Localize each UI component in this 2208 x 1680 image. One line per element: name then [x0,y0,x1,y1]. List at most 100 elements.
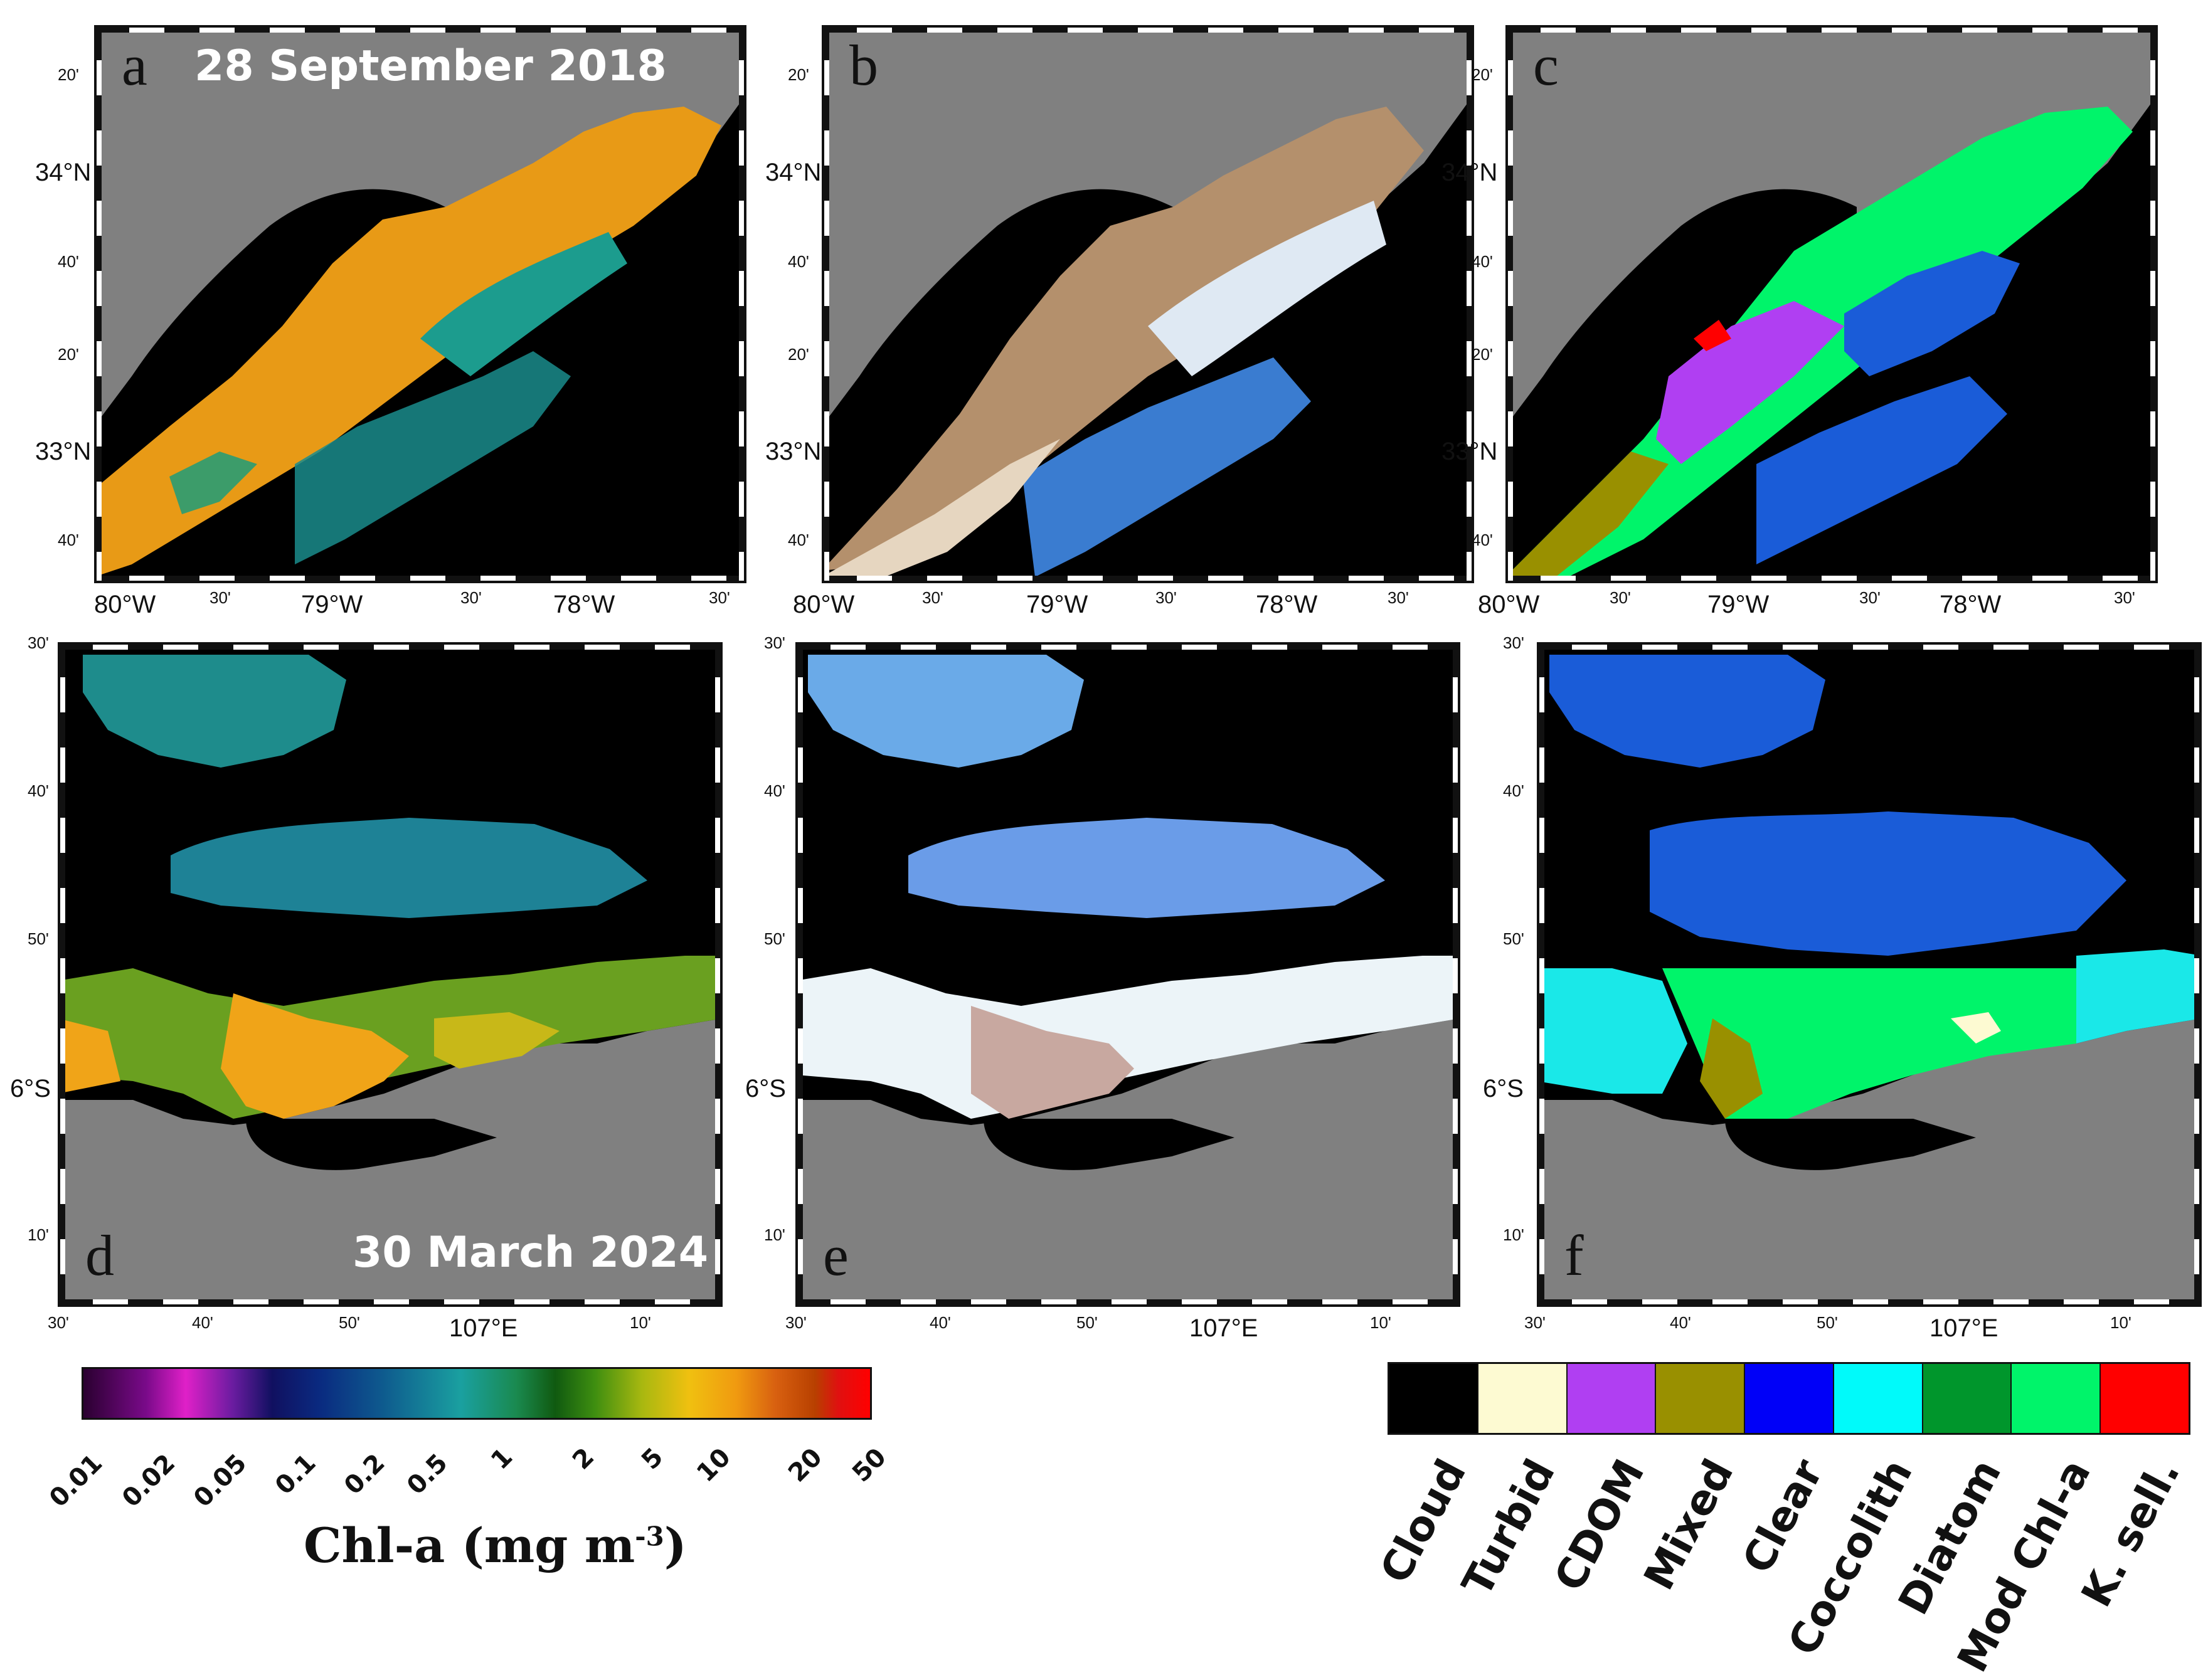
lon-label-top-c-0: 80°W [1478,591,1540,618]
lon-label-bottom-e-2: 50' [1076,1313,1098,1332]
class-swatch-turbid [1478,1364,1568,1433]
lat-label-top-b-0: 20' [788,65,809,84]
colorbar-tick-11: 50 [847,1442,892,1488]
lon-label-bottom-d-3: 107°E [449,1314,518,1342]
map-panel-a: a 28 September 2018 [94,25,746,583]
lon-label-top-b-2: 79°W [1026,591,1088,618]
lon-label-top-c-1: 30' [1610,588,1631,607]
date-label-top: 28 September 2018 [194,41,667,91]
lat-label-bottom-f-3: 6°S [1483,1075,1524,1102]
lon-label-top-c-2: 79°W [1707,591,1770,618]
chl-colorbar [82,1367,872,1420]
colorbar-title: Chl-a (mg m-3) [304,1518,687,1573]
colorbar-tick-1: 0.02 [117,1449,181,1513]
lat-label-top-a-1: 34°N [35,159,92,186]
lon-label-top-c-4: 78°W [1940,591,2002,618]
lon-label-bottom-f-4: 10' [2110,1313,2131,1332]
colorbar-tick-0: 0.01 [44,1449,109,1513]
lat-label-bottom-d-0: 30' [28,633,49,652]
lon-label-bottom-f-1: 40' [1670,1313,1691,1332]
lat-label-top-c-0: 20' [1472,65,1493,84]
class-swatch-cdom [1567,1364,1657,1433]
panel-letter-d: d [85,1223,114,1287]
lat-label-bottom-e-0: 30' [764,633,785,652]
lat-label-top-b-3: 20' [788,345,809,364]
lon-label-top-b-3: 30' [1155,588,1177,607]
lon-label-bottom-d-0: 30' [48,1313,69,1332]
lat-label-top-a-3: 20' [58,345,79,364]
lat-label-bottom-d-3: 6°S [10,1075,51,1102]
lon-label-top-a-4: 78°W [553,591,615,618]
lon-label-top-b-5: 30' [1388,588,1409,607]
lon-label-bottom-f-3: 107°E [1929,1314,1998,1342]
lat-label-top-c-1: 34°N [1441,159,1498,186]
lon-label-top-c-3: 30' [1859,588,1881,607]
lon-label-bottom-e-3: 107°E [1189,1314,1258,1342]
colorbar-tick-8: 5 [636,1442,669,1476]
lat-label-top-b-5: 40' [788,531,809,549]
class-map-c [1505,25,2158,583]
lon-label-top-a-0: 80°W [94,591,156,618]
rgb-map-b [822,25,1474,583]
class-label-cloud: Cloud [1371,1451,1476,1591]
lat-label-top-c-4: 33°N [1441,438,1498,465]
lon-label-bottom-d-4: 10' [630,1313,651,1332]
lon-label-top-a-1: 30' [210,588,231,607]
lat-label-bottom-e-4: 10' [764,1225,785,1244]
map-panel-e: e [795,642,1460,1307]
colorbar-tick-2: 0.05 [188,1449,253,1513]
map-panel-d: d 30 March 2024 [58,642,723,1307]
class-swatch-mixed [1656,1364,1746,1433]
class-label-clear: Clear [1733,1451,1833,1582]
lon-label-top-c-5: 30' [2114,588,2135,607]
class-swatch-mod-chl-a [2012,1364,2101,1433]
lat-label-top-b-2: 40' [788,252,809,271]
class-legend [1388,1362,2190,1435]
map-panel-b: b [822,25,1474,583]
panel-letter-f: f [1564,1223,1584,1287]
panel-letter-a: a [122,33,147,97]
lon-label-top-a-2: 79°W [301,591,363,618]
date-label-bottom: 30 March 2024 [353,1228,709,1277]
class-swatch-cloud [1389,1364,1478,1433]
lat-label-top-c-5: 40' [1472,531,1493,549]
chl-map-d [58,642,723,1307]
panel-letter-e: e [823,1223,849,1287]
lon-label-bottom-f-0: 30' [1524,1313,1546,1332]
lat-label-bottom-d-4: 10' [28,1225,49,1244]
class-swatch-coccolith [1834,1364,1923,1433]
map-panel-f: f [1537,642,2202,1307]
lat-label-top-c-3: 20' [1472,345,1493,364]
lon-label-top-b-0: 80°W [793,591,855,618]
class-swatch-k-sell [2101,1364,2189,1433]
colorbar-title-sup: -3 [635,1521,664,1552]
lat-label-top-b-4: 33°N [765,438,822,465]
lat-label-top-a-5: 40' [58,531,79,549]
lat-label-bottom-f-2: 50' [1503,929,1524,948]
lat-label-bottom-f-0: 30' [1503,633,1524,652]
lat-label-top-b-1: 34°N [765,159,822,186]
colorbar-tick-3: 0.1 [270,1448,322,1501]
lat-label-bottom-e-2: 50' [764,929,785,948]
lat-label-bottom-d-2: 50' [28,929,49,948]
panel-letter-b: b [849,33,878,97]
class-map-f [1537,642,2202,1307]
colorbar-tick-4: 0.2 [339,1448,391,1501]
lon-label-bottom-d-2: 50' [339,1313,360,1332]
rgb-map-e [795,642,1460,1307]
lat-label-top-a-4: 33°N [35,438,92,465]
lon-label-bottom-e-1: 40' [930,1313,951,1332]
lat-label-bottom-f-1: 40' [1503,781,1524,800]
class-swatch-clear [1745,1364,1834,1433]
colorbar-tick-9: 10 [691,1442,736,1488]
lat-label-bottom-e-3: 6°S [745,1075,786,1102]
lon-label-top-b-4: 78°W [1256,591,1318,618]
colorbar-tick-7: 2 [567,1442,600,1476]
colorbar-tick-6: 1 [486,1442,519,1476]
lat-label-bottom-d-1: 40' [28,781,49,800]
lat-label-top-c-2: 40' [1472,252,1493,271]
lat-label-bottom-f-4: 10' [1503,1225,1524,1244]
colorbar-title-end: ) [664,1518,687,1573]
lon-label-bottom-e-4: 10' [1370,1313,1391,1332]
lon-label-bottom-d-1: 40' [192,1313,213,1332]
